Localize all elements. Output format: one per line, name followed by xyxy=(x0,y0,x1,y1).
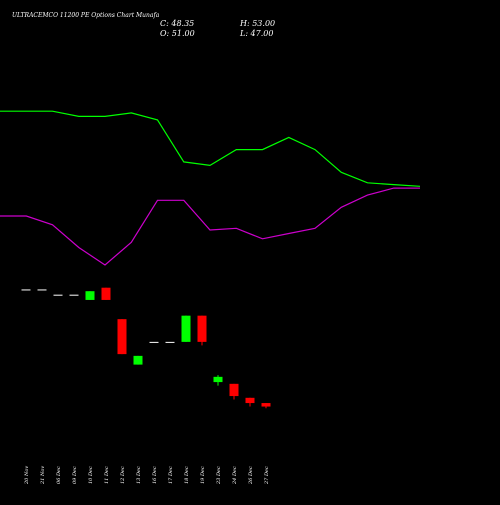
x-tick-label: 19 Dec xyxy=(200,466,206,484)
x-tick-label: 16 Dec xyxy=(152,466,158,484)
candle-body xyxy=(261,403,271,407)
candle-body xyxy=(165,341,175,343)
low-value: L: 47.00 xyxy=(239,29,273,38)
x-tick-label: 17 Dec xyxy=(168,466,174,484)
candle xyxy=(245,397,255,407)
candle-body xyxy=(69,294,79,296)
candle xyxy=(181,315,191,342)
x-tick-label: 11 Dec xyxy=(104,466,110,484)
candle-body xyxy=(85,291,95,300)
candle xyxy=(261,403,271,409)
open-value: O: 51.00 xyxy=(160,29,195,38)
candle xyxy=(149,341,159,343)
candle-body xyxy=(229,383,239,397)
x-tick-label: 24 Dec xyxy=(232,466,238,485)
x-tick-label: 12 Dec xyxy=(120,466,126,484)
candle xyxy=(21,289,31,291)
candle-body xyxy=(245,397,255,404)
candle xyxy=(117,319,127,355)
candle xyxy=(101,287,111,300)
indicator-line-0 xyxy=(0,110,421,187)
x-tick-label: 18 Dec xyxy=(184,466,190,484)
candle xyxy=(85,291,95,300)
x-tick-label: 06 Dec xyxy=(56,466,62,484)
candle-body xyxy=(133,355,143,365)
close-value: C: 48.35 xyxy=(160,19,194,28)
indicator-lines xyxy=(0,110,421,266)
candles xyxy=(21,287,271,409)
x-tick-label: 23 Dec xyxy=(216,466,222,485)
candle-body xyxy=(37,289,47,291)
x-axis-tick-labels: 20 Nov 21 Nov 06 Dec 09 Dec 10 Dec 11 Dec 12 D… xyxy=(24,466,270,485)
candle-body xyxy=(181,315,191,342)
x-tick-label: 27 Dec xyxy=(264,466,270,485)
x-tick-label: 13 Dec xyxy=(136,466,142,484)
high-value: H: 53.00 xyxy=(239,19,275,28)
candle-body xyxy=(213,376,223,383)
candle xyxy=(37,289,47,291)
candle-body xyxy=(101,287,111,300)
candle-body xyxy=(149,341,159,343)
chart-title: ULTRACEMCO 11200 PE Options Chart Munafa xyxy=(12,12,160,19)
candle xyxy=(133,355,143,365)
candle xyxy=(229,383,239,400)
x-tick-label: 21 Nov xyxy=(40,466,46,485)
candle xyxy=(213,375,223,386)
candle-body xyxy=(21,289,31,291)
x-tick-label: 20 Nov xyxy=(24,466,30,485)
candle-body xyxy=(197,315,207,342)
candle-body xyxy=(117,319,127,355)
candle xyxy=(197,315,207,346)
x-tick-label: 10 Dec xyxy=(88,466,94,484)
indicator-line-1 xyxy=(0,187,420,266)
candle xyxy=(69,294,79,296)
candle-body xyxy=(53,294,63,296)
x-tick-label: 26 Dec xyxy=(248,466,254,485)
candle xyxy=(53,294,63,296)
x-tick-label: 09 Dec xyxy=(72,466,78,484)
candle xyxy=(165,341,175,343)
